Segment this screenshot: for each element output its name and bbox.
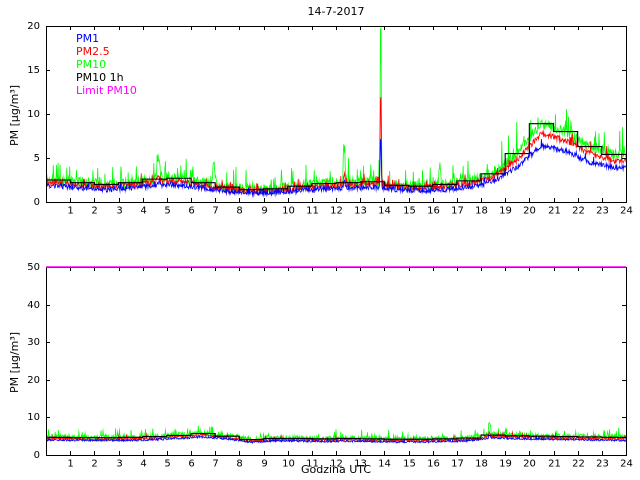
pm-figure: 14-7-2017 PM [µg/m³] PM [µg/m³] Godzina … — [0, 0, 640, 480]
pm-chart-canvas — [0, 0, 640, 480]
